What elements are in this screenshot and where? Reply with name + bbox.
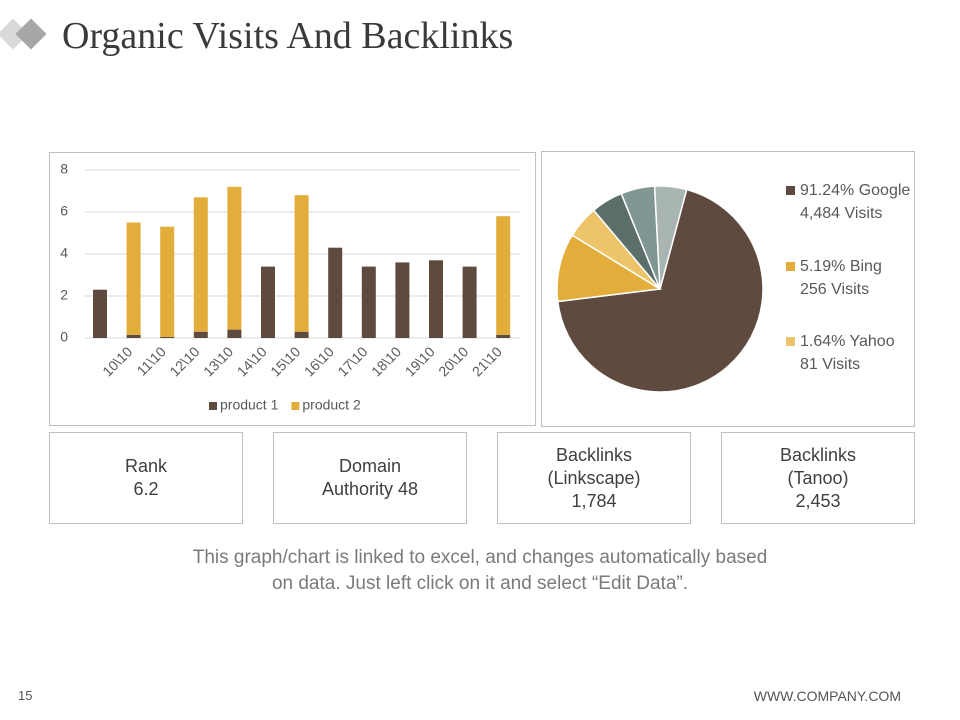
bar-segment xyxy=(160,336,175,338)
note-line: This graph/chart is linked to excel, and… xyxy=(192,547,768,568)
note: This graph/chart is linked to excel, and… xyxy=(0,545,960,597)
info-card: Backlinks (Linkscape) 1,784 xyxy=(497,432,691,524)
legend-item: 91.24% Google 4,484 Visits xyxy=(786,179,911,225)
card-line: Rank xyxy=(124,456,168,476)
x-tick-label: 10\10 xyxy=(99,343,135,379)
x-tick-label: 12\10 xyxy=(166,343,202,379)
bar-segment xyxy=(462,266,477,338)
bar-segment xyxy=(193,331,208,338)
bar-segment xyxy=(93,289,107,338)
bar-segment xyxy=(429,260,443,338)
bar-segment xyxy=(294,195,309,332)
legend-label: product 1 xyxy=(220,397,279,413)
card-line: (Linkscape) xyxy=(547,467,641,488)
x-tick-label: 17\10 xyxy=(334,343,370,379)
legend-item: 1.64% Yahoo 81 Visits xyxy=(786,330,911,376)
bar-chart-frame xyxy=(49,152,536,426)
pie-slice xyxy=(653,185,688,290)
card-line: Authority 48 xyxy=(321,479,419,499)
x-tick-label: 15\10 xyxy=(267,343,303,379)
card-line: Backlinks xyxy=(779,444,857,465)
legend-swatch xyxy=(786,337,795,346)
x-tick-label: 14\10 xyxy=(234,343,270,379)
info-card: Domain Authority 48 xyxy=(273,432,467,524)
footer: WWW.COMPANY.COM xyxy=(753,688,901,704)
legend-item: 5.19% Bing 256 Visits xyxy=(786,255,911,301)
legend-label: 1.64% Yahoo 81 Visits xyxy=(800,333,895,373)
bar-segment xyxy=(395,262,410,338)
x-tick-label: 11\10 xyxy=(134,343,170,379)
card-line: Domain xyxy=(338,456,402,476)
y-tick-label: 0 xyxy=(60,329,68,345)
pie-chart-frame xyxy=(541,151,915,427)
card-line: (Tanoo) xyxy=(787,467,849,488)
x-tick-label: 13\10 xyxy=(200,343,236,379)
legend-swatch xyxy=(209,402,217,410)
page-number: 15 xyxy=(18,688,33,703)
bar-segment xyxy=(496,216,511,335)
bar-segment xyxy=(193,197,208,332)
pie-slice xyxy=(556,188,764,393)
y-tick-label: 8 xyxy=(60,161,68,177)
legend-swatch xyxy=(786,186,795,195)
bar-segment xyxy=(361,266,376,338)
legend-label: 5.19% Bing 256 Visits xyxy=(800,258,882,298)
bar-segment xyxy=(227,329,242,338)
note-line: on data. Just left click on it and selec… xyxy=(271,573,689,594)
bar-segment xyxy=(496,334,511,338)
bar-segment xyxy=(227,186,242,330)
legend-label: 91.24% Google 4,484 Visits xyxy=(800,182,911,222)
legend-swatch xyxy=(291,402,300,410)
x-tick-label: 16\10 xyxy=(301,343,337,379)
x-tick-label: 18\10 xyxy=(368,343,404,379)
diamond xyxy=(15,18,47,50)
bar-segment xyxy=(294,331,309,338)
info-card: Rank 6.2 xyxy=(49,432,243,524)
legend-label: product 2 xyxy=(302,397,361,413)
x-tick-label: 21\10 xyxy=(469,343,505,379)
bar-segment xyxy=(126,222,141,335)
card-line: 6.2 xyxy=(133,479,159,499)
card-line: 2,453 xyxy=(795,490,841,511)
bar-segment xyxy=(328,247,343,338)
card-line: 1,784 xyxy=(571,490,617,511)
x-tick-label: 20\10 xyxy=(435,343,471,379)
legend-swatch xyxy=(786,262,795,271)
bar-segment xyxy=(160,226,175,337)
slide-title: Organic Visits And Backlinks xyxy=(62,15,514,57)
y-tick-label: 4 xyxy=(60,245,68,261)
bar-segment xyxy=(261,266,275,338)
card-line: Backlinks xyxy=(555,444,633,465)
x-tick-label: 19\10 xyxy=(402,343,438,379)
y-tick-label: 6 xyxy=(60,203,68,219)
pie-slice xyxy=(556,234,663,303)
bar-segment xyxy=(126,334,141,338)
y-tick-label: 2 xyxy=(60,287,68,303)
info-card: Backlinks (Tanoo) 2,453 xyxy=(721,432,915,524)
